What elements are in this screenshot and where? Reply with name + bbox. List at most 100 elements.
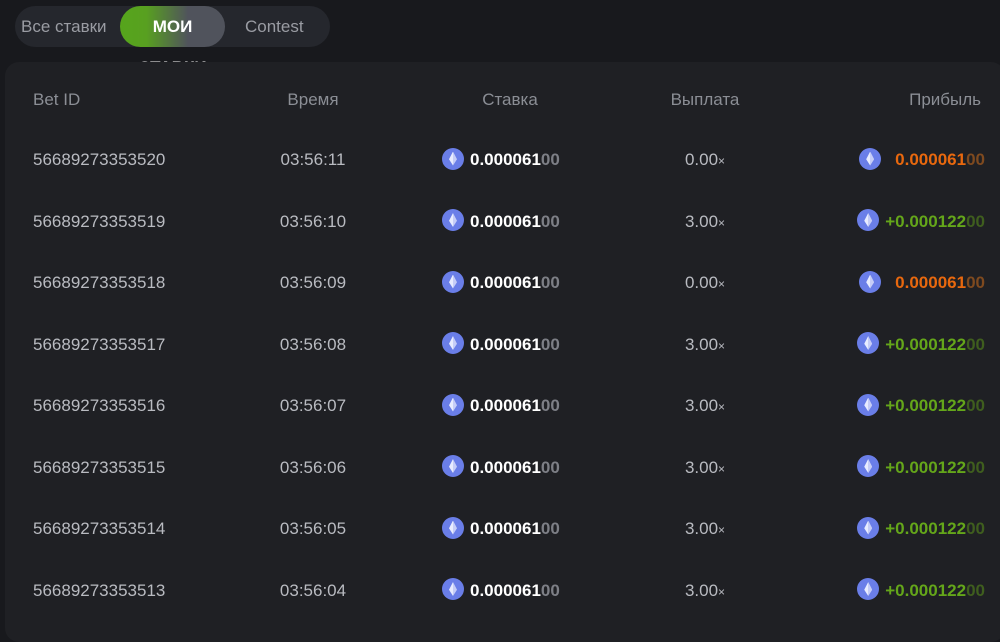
bet-id: 56689273353519 [33,211,166,231]
bet-id: 56689273353520 [33,150,166,169]
bet-amount-trailing: 00 [540,457,560,477]
payout-value: 3.00 [684,457,719,477]
bet-amount-trailing: 00 [540,150,560,169]
payout-suffix: × [718,154,726,168]
header-profit: Прибыль [909,90,981,109]
table-row[interactable]: 56689273353518 03:56:09 0.00006100 0.00× 0.0… [5,263,1000,303]
profit-main: +0.000122 [885,519,967,538]
bets-table: Bet ID Время Ставка Выплата Прибыль 5668… [5,62,1000,642]
bet-id: 56689273353517 [33,334,166,354]
profit-trailing: 00 [966,273,985,292]
payout-suffix: × [718,400,726,414]
ethereum-icon [859,270,882,293]
bet-amount-trailing: 00 [540,273,560,292]
table-row[interactable]: 56689273353516 03:56:07 0.00006100 3.00× +0.… [5,386,1000,426]
tab-contest[interactable]: Contest [245,17,304,36]
profit-trailing: 00 [966,457,985,477]
ethereum-icon [442,455,464,478]
ethereum-icon [442,147,464,170]
bet-amount-trailing: 00 [540,519,560,538]
payout-multiplier: 3.00× [635,571,775,611]
profit-trailing: 00 [966,150,985,169]
profit-amount: +0.00012200 [857,509,985,549]
profit-main: +0.000122 [885,580,967,600]
ethereum-icon [442,393,464,416]
profit-trailing: 00 [966,519,985,538]
table-header: Bet ID Время Ставка Выплата Прибыль [5,80,1000,120]
ethereum-icon [442,332,464,355]
table-row[interactable]: 56689273353515 03:56:06 0.00006100 3.00× +0.… [5,448,1000,488]
profit-main: 0.000061 [895,273,967,292]
profit-main: +0.000122 [885,211,967,231]
bet-amount-main: 0.000061 [470,211,541,231]
profit-amount: 0.00006100 [859,263,985,303]
profit-trailing: 00 [966,396,985,415]
payout-value: 3.00 [684,334,719,354]
bet-amount: 0.00006100 [442,140,560,180]
bet-amount-main: 0.000061 [470,580,541,600]
ethereum-icon [857,332,880,355]
ethereum-icon [857,578,880,601]
profit-amount: +0.00012200 [857,386,985,426]
bet-amount-trailing: 00 [540,334,560,354]
ethereum-icon [857,516,880,539]
header-time: Время [287,90,339,109]
profit-amount: 0.00006100 [859,140,985,180]
table-row[interactable]: 56689273353520 03:56:11 0.00006100 0.00× 0.0… [5,140,1000,180]
bet-time: 03:56:05 [279,519,347,538]
bet-amount-trailing: 00 [540,211,560,231]
payout-suffix: × [718,277,726,291]
profit-trailing: 00 [966,334,985,354]
bet-id: 56689273353514 [33,519,166,538]
bet-time: 03:56:06 [279,457,347,477]
payout-multiplier: 3.00× [635,509,775,549]
bet-amount-main: 0.000061 [470,150,541,169]
header-payout: Выплата [670,90,740,109]
table-row[interactable]: 56689273353519 03:56:10 0.00006100 3.00× +0.… [5,202,1000,242]
bet-amount-trailing: 00 [540,580,560,600]
table-row[interactable]: 56689273353517 03:56:08 0.00006100 3.00× +0.… [5,325,1000,365]
ethereum-icon [442,578,464,601]
bet-amount: 0.00006100 [442,386,560,426]
tab-my-bets[interactable]: МОИ СТАВКИ [120,6,225,77]
payout-multiplier: 3.00× [635,386,775,426]
bet-amount: 0.00006100 [442,325,560,365]
ethereum-icon [857,393,880,416]
header-bet: Ставка [482,90,538,109]
bet-amount-main: 0.000061 [470,519,541,538]
payout-multiplier: 0.00× [635,140,775,180]
profit-trailing: 00 [966,211,985,231]
payout-multiplier: 3.00× [635,202,775,242]
profit-main: +0.000122 [885,334,967,354]
bet-time: 03:56:11 [280,150,346,169]
profit-amount: +0.00012200 [857,448,985,488]
payout-suffix: × [718,215,726,230]
profit-main: +0.000122 [885,457,967,477]
table-row[interactable]: 56689273353513 03:56:04 0.00006100 3.00× +0.… [5,571,1000,611]
payout-suffix: × [718,523,726,537]
bet-amount: 0.00006100 [442,509,560,549]
bet-time: 03:56:08 [279,334,347,354]
payout-value: 3.00 [684,580,719,600]
payout-multiplier: 3.00× [635,448,775,488]
tab-all-bets[interactable]: Все ставки [21,17,107,36]
header-bet-id: Bet ID [33,90,81,109]
profit-trailing: 00 [966,580,985,600]
payout-suffix: × [718,338,726,353]
bet-amount: 0.00006100 [442,571,560,611]
bet-id: 56689273353515 [33,457,166,477]
bet-amount: 0.00006100 [442,202,560,242]
bet-amount-main: 0.000061 [470,334,541,354]
bet-amount-trailing: 00 [540,396,560,415]
table-row[interactable]: 56689273353514 03:56:05 0.00006100 3.00× +0.… [5,509,1000,549]
bets-tab-switcher: Все ставки МОИ СТАВКИ Contest [15,6,330,77]
ethereum-icon [857,209,880,232]
bet-time: 03:56:10 [279,211,347,231]
payout-value: 3.00 [684,211,719,231]
payout-value: 3.00 [684,519,719,538]
payout-multiplier: 0.00× [635,263,775,303]
bet-id: 56689273353513 [33,580,166,600]
bet-amount: 0.00006100 [442,448,560,488]
payout-suffix: × [718,584,726,599]
profit-main: +0.000122 [885,396,967,415]
